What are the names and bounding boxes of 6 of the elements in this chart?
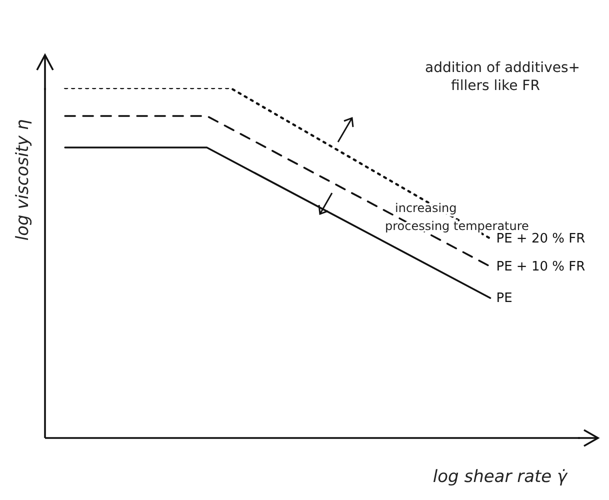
series-label: PE bbox=[496, 291, 512, 306]
annotation: addition of additives+ fillers like FR bbox=[425, 60, 580, 94]
series-label: PE + 10 % FR bbox=[496, 260, 586, 274]
series-label: PE + 20 % FR bbox=[496, 232, 586, 246]
x-axis-title: log shear rate γ̇ bbox=[432, 467, 568, 487]
y-axis-title: log viscosity η bbox=[13, 119, 33, 241]
